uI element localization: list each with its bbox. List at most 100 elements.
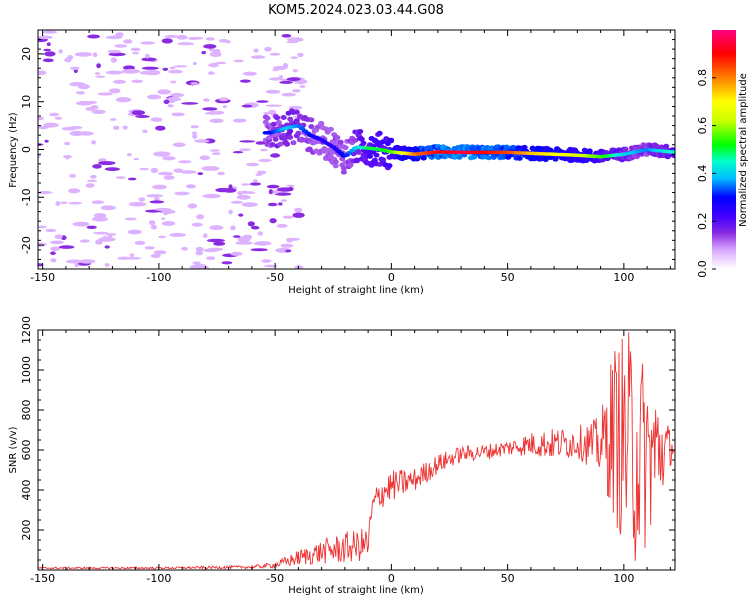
heatmap-ridge-halo	[357, 129, 364, 134]
heatmap-ridge-halo	[331, 140, 338, 146]
heatmap-noise-blob	[202, 98, 210, 102]
heatmap-noise-blob	[187, 203, 198, 209]
heatmap-noise-blob	[162, 67, 169, 71]
heatmap-noise-blob	[169, 232, 186, 237]
heatmap-noise-blob	[205, 37, 215, 41]
heatmap-noise-blob	[239, 140, 256, 143]
heatmap-noise-blob	[170, 92, 184, 98]
heatmap-noise-blob	[176, 34, 188, 40]
x-tick-label: 50	[501, 271, 515, 284]
heatmap-ridge-halo	[327, 126, 334, 132]
heatmap-noise-blob	[69, 174, 77, 178]
heatmap-noise-blob	[218, 97, 229, 102]
heatmap-noise-blob	[237, 236, 251, 242]
x-tick-label: -100	[146, 271, 171, 284]
heatmap-noise-blob	[113, 125, 120, 130]
heatmap-noise-blob	[265, 104, 282, 107]
heatmap-noise-blob	[143, 70, 161, 76]
heatmap-noise-blob	[93, 213, 107, 219]
heatmap-noise-blob	[265, 89, 281, 94]
heatmap-ridge-halo	[321, 148, 328, 154]
heatmap-noise-blob	[236, 194, 251, 200]
heatmap-noise-blob	[233, 59, 245, 63]
heatmap-noise-blob	[78, 84, 90, 90]
heatmap-noise-blob	[127, 177, 137, 181]
heatmap-ridge-halo	[622, 146, 629, 152]
heatmap-noise-blob	[208, 71, 215, 75]
heatmap-noise-blob	[241, 202, 258, 208]
heatmap-noise-blob	[152, 184, 167, 190]
heatmap-noise-blob	[203, 233, 208, 239]
heatmap-ridge-halo	[287, 134, 294, 140]
x-tick-label: -150	[30, 572, 55, 585]
heatmap-noise-blob	[86, 225, 97, 229]
x-tick-label: 100	[613, 572, 634, 585]
heatmap-noise-blob	[150, 167, 159, 173]
heatmap-noise-blob	[105, 233, 117, 236]
heatmap-ridge-halo	[266, 135, 273, 141]
heatmap-noise-blob	[225, 40, 231, 44]
heatmap-noise-blob	[104, 245, 110, 249]
heatmap-ridge-halo	[376, 130, 383, 136]
y-tick-label: 1200	[20, 316, 33, 344]
heatmap-noise-blob	[50, 240, 64, 245]
heatmap-noise-blob	[230, 251, 243, 256]
heatmap-noise-blob	[131, 51, 140, 55]
heatmap-noise-blob	[249, 182, 262, 186]
heatmap-noise-blob	[257, 231, 264, 236]
heatmap-noise-blob	[290, 56, 298, 59]
heatmap-noise-blob	[38, 70, 47, 75]
heatmap-noise-blob	[129, 253, 135, 258]
heatmap-noise-blob	[130, 47, 141, 52]
snr-ticks: -150 -100 -50 0 50 100 200 400 600 800 1000 1200	[20, 316, 675, 585]
heatmap-ridge-halo	[586, 149, 593, 155]
heatmap-noise-blob	[299, 85, 306, 88]
y-tick-label: 0	[20, 146, 33, 153]
snr-series-line	[38, 332, 675, 570]
heatmap-ridge-halo	[272, 136, 279, 142]
heatmap-ridge-core	[669, 150, 675, 154]
heatmap-noise-blob	[87, 34, 100, 39]
heatmap-noise-blob	[254, 241, 272, 246]
snr-plot-area	[38, 330, 675, 570]
heatmap-noise-blob	[209, 149, 220, 152]
heatmap-noise-blob	[161, 221, 176, 226]
heatmap-noise-blob	[286, 238, 293, 243]
heatmap-noise-blob	[68, 126, 83, 130]
heatmap-noise-blob	[192, 261, 202, 265]
heatmap-noise-blob	[178, 160, 192, 164]
heatmap-noise-blob	[172, 142, 186, 148]
heatmap-noise-blob	[64, 57, 72, 63]
heatmap-noise-blob	[270, 153, 281, 158]
heatmap-noise-blob	[86, 179, 98, 182]
heatmap-noise-blob	[190, 125, 199, 129]
heatmap-noise-blob	[43, 48, 51, 52]
heatmap-ridge-halo	[456, 154, 463, 160]
snr-panel: -150 -100 -50 0 50 100 200 400 600 800 1000 1200 He…	[8, 316, 676, 596]
heatmap-ridge-halo	[354, 158, 360, 164]
heatmap-ridge-halo	[293, 109, 300, 115]
heatmap-noise-blob	[74, 52, 93, 57]
heatmap-noise-blob	[282, 62, 289, 69]
heatmap-noise-blob	[264, 264, 278, 268]
heatmap-noise-blob	[115, 32, 124, 38]
heatmap-noise-blob	[201, 166, 220, 171]
heatmap-noise-blob	[241, 183, 250, 186]
heatmap-noise-blob	[38, 263, 44, 267]
heatmap-noise-blob	[195, 246, 204, 252]
heatmap-ridge-halo	[314, 124, 321, 130]
heatmap-noise-blob	[107, 49, 121, 54]
heatmap-ridge-halo	[271, 121, 277, 127]
heatmap-noise-blob	[58, 49, 63, 54]
heatmap-noise-blob	[139, 167, 150, 171]
heatmap-ridge-halo	[352, 137, 359, 143]
heatmap-noise-blob	[54, 116, 63, 120]
heatmap-noise-blob	[203, 248, 219, 253]
heatmap-noise-blob	[65, 155, 70, 160]
heatmap-noise-blob	[209, 225, 224, 231]
heatmap-noise-blob	[222, 105, 227, 109]
figure-title: KOM5.2024.023.03.44.G08	[268, 3, 444, 18]
heatmap-ridge-halo	[420, 155, 427, 161]
heatmap-noise-blob	[194, 139, 210, 143]
